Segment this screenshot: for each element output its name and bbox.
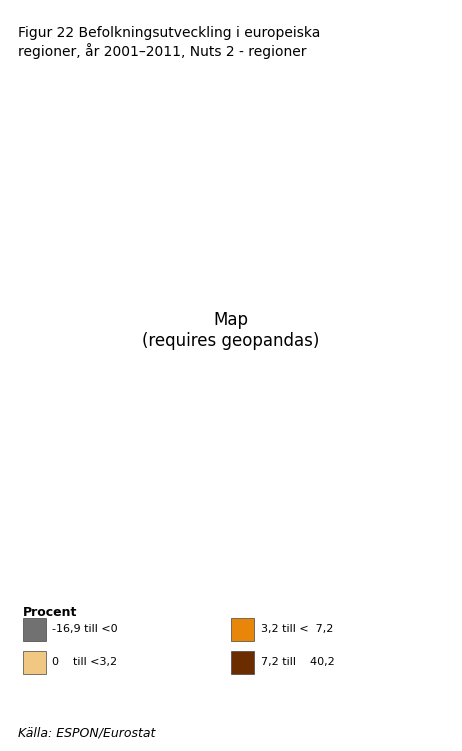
Text: Källa: ESPON/Eurostat: Källa: ESPON/Eurostat	[18, 727, 156, 740]
Text: Map
(requires geopandas): Map (requires geopandas)	[142, 311, 320, 350]
Text: Figur 22 Befolkningsutveckling i europeiska
regioner, år 2001–2011, Nuts 2 - reg: Figur 22 Befolkningsutveckling i europei…	[18, 26, 321, 59]
Text: 3,2 till <  7,2: 3,2 till < 7,2	[261, 624, 333, 635]
Text: Procent: Procent	[23, 606, 77, 619]
FancyBboxPatch shape	[23, 618, 46, 641]
Text: 0    till <3,2: 0 till <3,2	[53, 657, 118, 668]
FancyBboxPatch shape	[231, 618, 255, 641]
FancyBboxPatch shape	[23, 651, 46, 674]
FancyBboxPatch shape	[231, 651, 255, 674]
Text: -16,9 till <0: -16,9 till <0	[53, 624, 118, 635]
Text: 7,2 till    40,2: 7,2 till 40,2	[261, 657, 334, 668]
